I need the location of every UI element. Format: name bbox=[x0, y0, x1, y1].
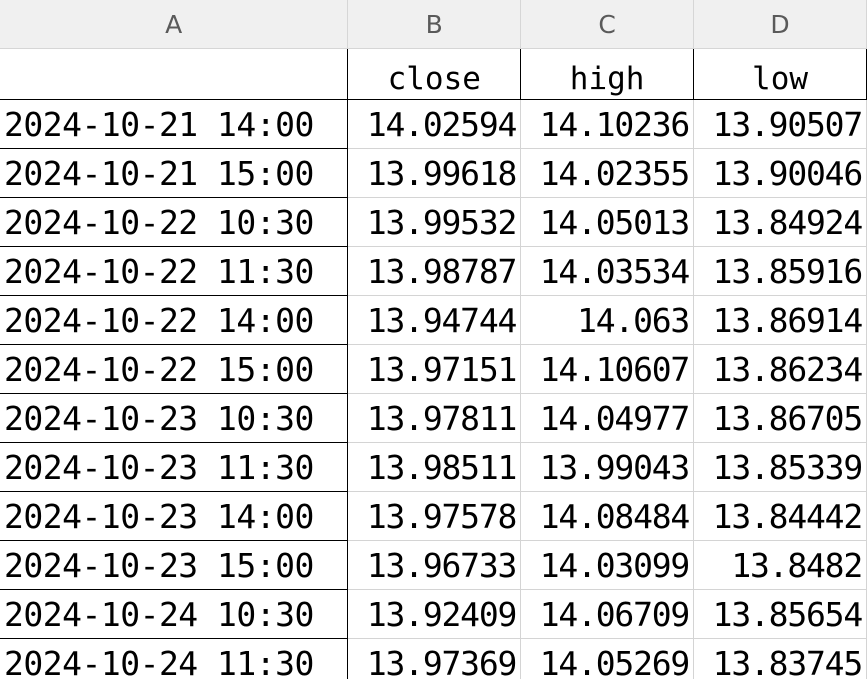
cell-high[interactable]: 14.08484 bbox=[520, 491, 695, 541]
column-header-a[interactable]: A bbox=[0, 0, 349, 49]
cell-datetime[interactable]: 2024-10-24 10:30 bbox=[0, 589, 349, 639]
cell-high[interactable]: 14.04977 bbox=[520, 393, 695, 443]
cell-datetime[interactable]: 2024-10-23 11:30 bbox=[0, 442, 349, 492]
cell-close[interactable]: 13.98787 bbox=[347, 246, 522, 296]
cell-high[interactable]: 14.06709 bbox=[520, 589, 695, 639]
cell-datetime[interactable]: 2024-10-22 15:00 bbox=[0, 344, 349, 394]
cell-low[interactable]: 13.84924 bbox=[693, 197, 867, 247]
cell-close[interactable]: 14.02594 bbox=[347, 99, 522, 149]
cell-datetime[interactable]: 2024-10-22 14:00 bbox=[0, 295, 349, 345]
cell-close[interactable]: 13.97811 bbox=[347, 393, 522, 443]
cell-close[interactable]: 13.97151 bbox=[347, 344, 522, 394]
table-row: 2024-10-24 11:30 13.97369 14.05269 13.83745 bbox=[0, 638, 867, 679]
table-row: 2024-10-23 14:00 13.97578 14.08484 13.84442 bbox=[0, 491, 867, 541]
cell-close[interactable]: 13.97369 bbox=[347, 638, 522, 679]
cell-high[interactable]: 14.03099 bbox=[520, 540, 695, 590]
cell-high[interactable]: 14.10236 bbox=[520, 99, 695, 149]
cell-low[interactable]: 13.83745 bbox=[693, 638, 867, 679]
cell-datetime[interactable]: 2024-10-21 15:00 bbox=[0, 148, 349, 198]
cell-datetime[interactable]: 2024-10-23 15:00 bbox=[0, 540, 349, 590]
table-row: 2024-10-22 14:00 13.94744 14.063 13.86914 bbox=[0, 295, 867, 345]
cell-high[interactable]: 14.02355 bbox=[520, 148, 695, 198]
table-row: 2024-10-21 15:00 13.99618 14.02355 13.90046 bbox=[0, 148, 867, 198]
cell-d1-low-header[interactable]: low bbox=[693, 48, 867, 100]
cell-close[interactable]: 13.99532 bbox=[347, 197, 522, 247]
cell-high[interactable]: 14.10607 bbox=[520, 344, 695, 394]
cell-high[interactable]: 13.99043 bbox=[520, 442, 695, 492]
column-header-b[interactable]: B bbox=[347, 0, 522, 49]
column-header-d[interactable]: D bbox=[693, 0, 867, 49]
table-row: 2024-10-24 10:30 13.92409 14.06709 13.85654 bbox=[0, 589, 867, 639]
column-letter-row: A B C D bbox=[0, 0, 867, 49]
cell-low[interactable]: 13.86234 bbox=[693, 344, 867, 394]
cell-low[interactable]: 13.86705 bbox=[693, 393, 867, 443]
cell-close[interactable]: 13.98511 bbox=[347, 442, 522, 492]
cell-high[interactable]: 14.05269 bbox=[520, 638, 695, 679]
cell-low[interactable]: 13.84442 bbox=[693, 491, 867, 541]
cell-close[interactable]: 13.96733 bbox=[347, 540, 522, 590]
cell-close[interactable]: 13.94744 bbox=[347, 295, 522, 345]
cell-datetime[interactable]: 2024-10-24 11:30 bbox=[0, 638, 349, 679]
cell-a1[interactable] bbox=[0, 48, 349, 100]
cell-b1-close-header[interactable]: close bbox=[347, 48, 522, 100]
cell-datetime[interactable]: 2024-10-23 10:30 bbox=[0, 393, 349, 443]
cell-high[interactable]: 14.063 bbox=[520, 295, 695, 345]
cell-low[interactable]: 13.85654 bbox=[693, 589, 867, 639]
cell-high[interactable]: 14.03534 bbox=[520, 246, 695, 296]
table-row: 2024-10-23 10:30 13.97811 14.04977 13.86705 bbox=[0, 393, 867, 443]
cell-datetime[interactable]: 2024-10-22 11:30 bbox=[0, 246, 349, 296]
cell-datetime[interactable]: 2024-10-23 14:00 bbox=[0, 491, 349, 541]
header-row: close high low bbox=[0, 48, 867, 100]
cell-datetime[interactable]: 2024-10-22 10:30 bbox=[0, 197, 349, 247]
cell-close[interactable]: 13.92409 bbox=[347, 589, 522, 639]
column-header-c[interactable]: C bbox=[520, 0, 695, 49]
table-row: 2024-10-23 15:00 13.96733 14.03099 13.8482 bbox=[0, 540, 867, 590]
cell-low[interactable]: 13.85916 bbox=[693, 246, 867, 296]
cell-c1-high-header[interactable]: high bbox=[520, 48, 695, 100]
cell-close[interactable]: 13.97578 bbox=[347, 491, 522, 541]
table-row: 2024-10-21 14:00 14.02594 14.10236 13.90507 bbox=[0, 99, 867, 149]
table-row: 2024-10-22 10:30 13.99532 14.05013 13.84924 bbox=[0, 197, 867, 247]
cell-low[interactable]: 13.86914 bbox=[693, 295, 867, 345]
table-row: 2024-10-23 11:30 13.98511 13.99043 13.85339 bbox=[0, 442, 867, 492]
cell-close[interactable]: 13.99618 bbox=[347, 148, 522, 198]
cell-low[interactable]: 13.90507 bbox=[693, 99, 867, 149]
cell-low[interactable]: 13.85339 bbox=[693, 442, 867, 492]
cell-low[interactable]: 13.90046 bbox=[693, 148, 867, 198]
table-row: 2024-10-22 15:00 13.97151 14.10607 13.86234 bbox=[0, 344, 867, 394]
cell-low[interactable]: 13.8482 bbox=[693, 540, 867, 590]
table-row: 2024-10-22 11:30 13.98787 14.03534 13.85916 bbox=[0, 246, 867, 296]
cell-high[interactable]: 14.05013 bbox=[520, 197, 695, 247]
cell-datetime[interactable]: 2024-10-21 14:00 bbox=[0, 99, 349, 149]
